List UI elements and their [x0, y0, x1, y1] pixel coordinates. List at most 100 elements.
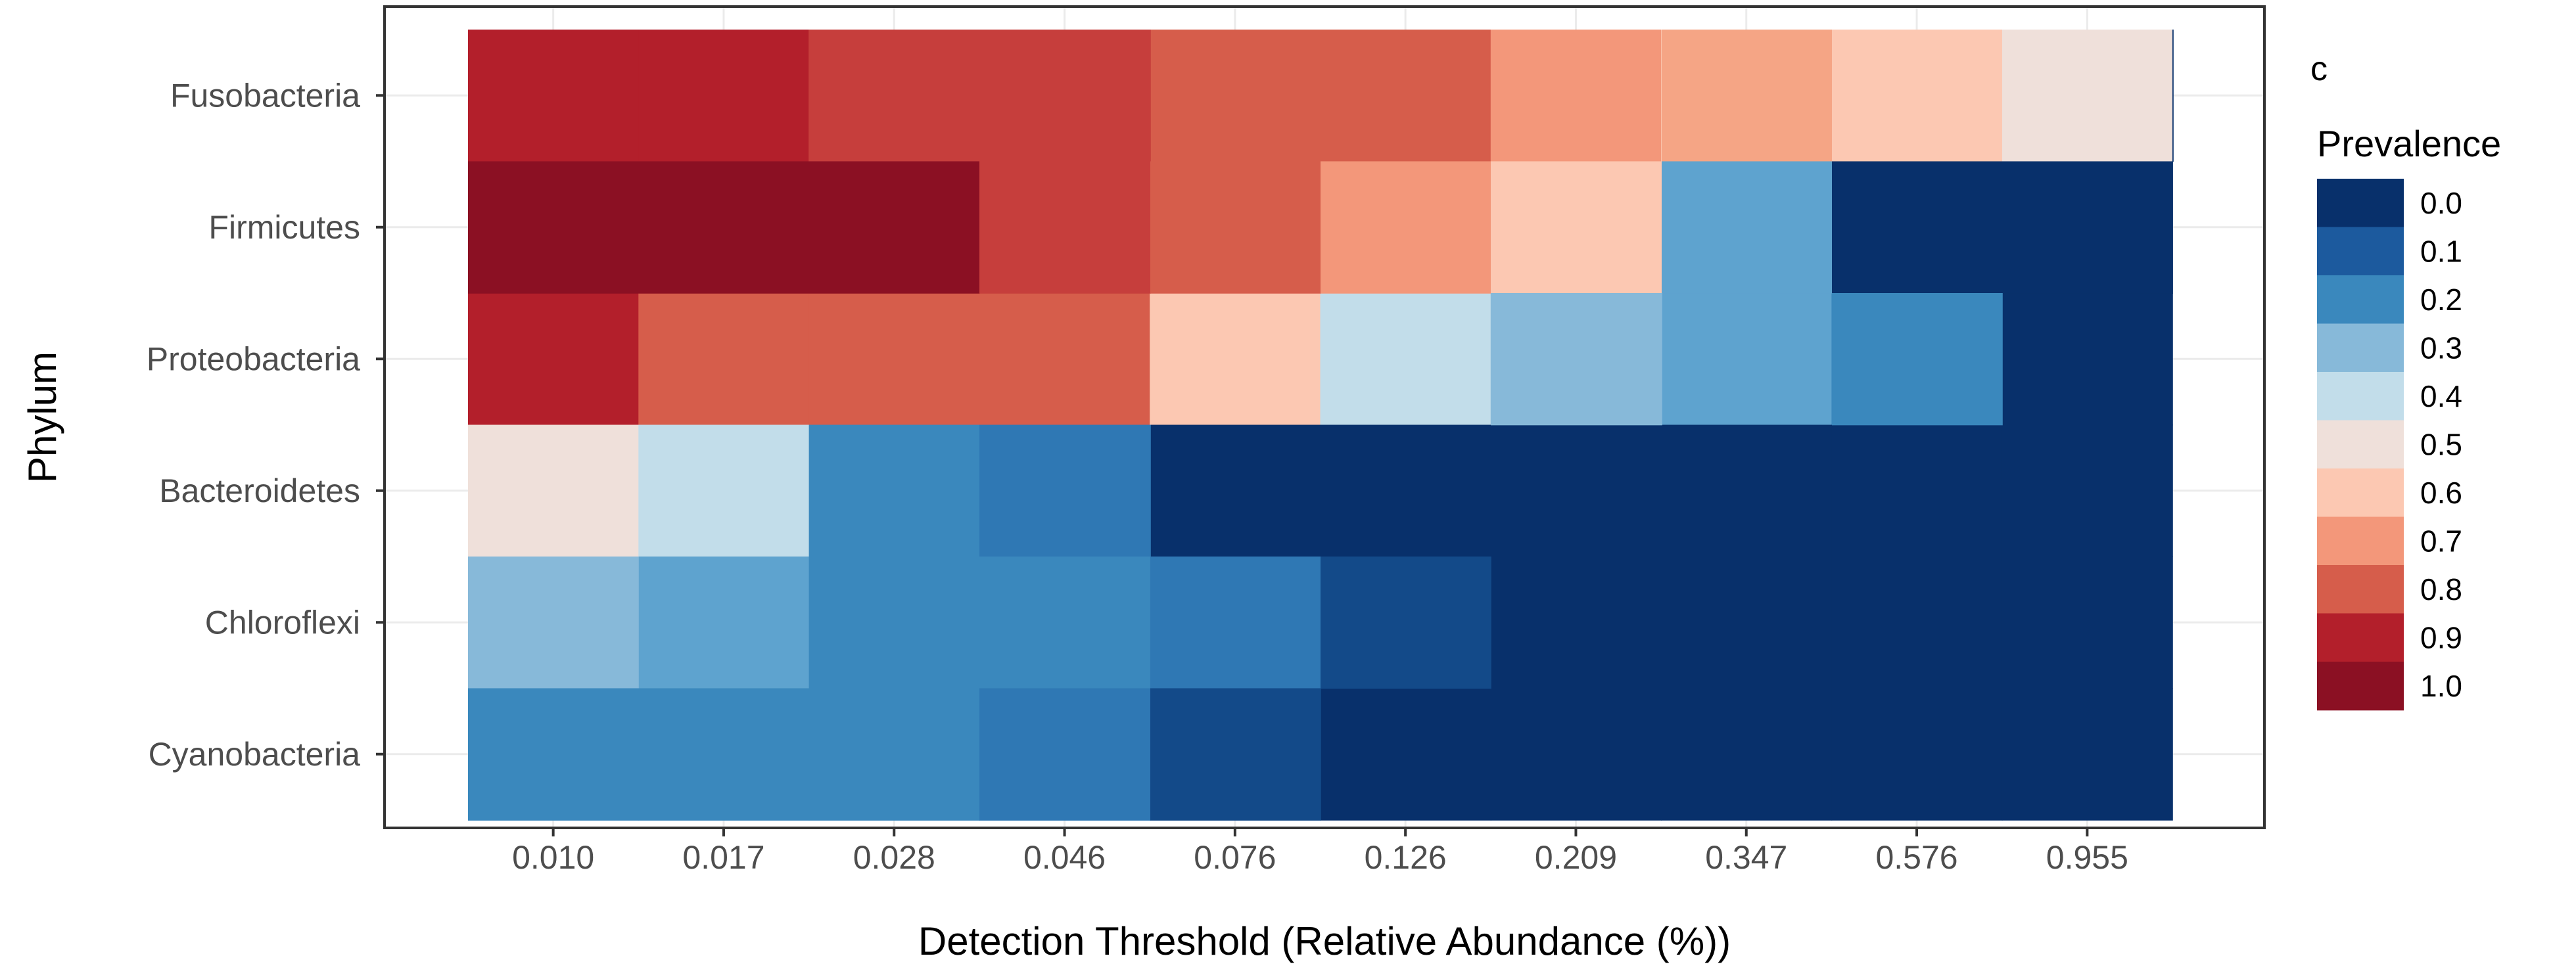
y-tick-label: Cyanobacteria [149, 736, 361, 773]
x-tick-label: 0.347 [1705, 839, 1787, 876]
heatmap-cell [1150, 293, 1321, 426]
y-tick-label: Chloroflexi [205, 604, 360, 641]
heatmap-cell [638, 557, 810, 689]
heatmap-cell [1831, 557, 2003, 689]
heatmap-cell [809, 30, 1151, 162]
y-axis-tick-labels: Fusobacteria Firmicutes Proteobacteria Bact… [147, 77, 385, 773]
x-tick-label: 0.955 [2046, 839, 2128, 876]
legend-label: 0.1 [2420, 234, 2462, 268]
heatmap-cell [1150, 688, 1321, 821]
legend-swatch [2317, 227, 2404, 276]
heatmap-cell [1661, 688, 1833, 821]
heatmap-cell [1150, 424, 1321, 557]
legend-swatch [2317, 275, 2404, 325]
heatmap-cell [1490, 688, 1662, 821]
heatmap-cell [468, 161, 980, 294]
heatmap-cell [638, 424, 810, 557]
legend-swatch [2317, 565, 2404, 614]
y-tick-label: Proteobacteria [147, 340, 360, 377]
legend-swatch [2317, 323, 2404, 373]
heatmap-cell [1490, 557, 1662, 689]
heatmap-cell [1321, 557, 1491, 689]
heatmap-cell [1150, 161, 1321, 294]
legend-label: 0.3 [2420, 330, 2462, 365]
y-axis-title: Phylum [20, 352, 64, 483]
heatmap-cell [1661, 424, 1833, 557]
heatmap-cell [1320, 30, 1491, 162]
legend-swatch [2317, 420, 2404, 469]
heatmap-cell [2002, 557, 2173, 689]
heatmap-cell [1320, 293, 1491, 426]
heatmap-cell [1491, 293, 1662, 426]
heatmap-cell [1832, 161, 2173, 294]
x-axis-tick-labels: 0.010 0.017 0.028 0.046 0.076 0.126 0.209 0.347… [512, 828, 2128, 876]
heatmap-cell [2002, 30, 2173, 162]
heatmap-cell [468, 424, 640, 557]
legend-label: 0.7 [2420, 524, 2462, 558]
heatmap-cell [2002, 424, 2173, 557]
legend-swatch [2317, 662, 2404, 711]
heatmap-cell [468, 293, 640, 426]
heatmap-cell [1661, 293, 1833, 426]
y-tick-label: Fusobacteria [170, 77, 360, 114]
heatmap-cell [468, 688, 980, 821]
heatmap-cell [979, 688, 1151, 821]
y-tick-label: Firmicutes [208, 209, 360, 246]
heatmap-cell [809, 557, 1151, 689]
heatmap-cell [808, 293, 980, 426]
panel-border [383, 5, 2266, 829]
legend-label: 0.9 [2420, 620, 2462, 654]
legend-label: 0.0 [2420, 186, 2462, 220]
heatmap-cell [1150, 30, 1321, 162]
heatmap-cell [1321, 161, 1491, 294]
panel-label: c [2310, 50, 2328, 88]
legend-swatch [2317, 179, 2404, 228]
heatmap-cell [2172, 30, 2174, 162]
legend-swatch [2317, 372, 2404, 421]
heatmap-cell [809, 424, 980, 557]
heatmap-cell [1661, 557, 1833, 689]
legend-swatch [2317, 516, 2404, 566]
heatmap-cell [638, 293, 810, 426]
heatmap-cell [1662, 161, 1833, 294]
heatmap-cell [1831, 424, 2003, 557]
x-axis-title: Detection Threshold (Relative Abundance … [918, 919, 1731, 963]
heatmap-cell [1832, 293, 2003, 426]
legend-label: 0.2 [2420, 283, 2462, 317]
x-tick-label: 0.017 [682, 839, 764, 876]
heatmap-cell [1490, 30, 1662, 162]
heatmap-cell [1320, 688, 1491, 821]
heatmap-cell [1490, 424, 1662, 557]
heatmap-cells [468, 30, 2174, 821]
legend-swatch [2317, 613, 2404, 662]
legend-label: 0.5 [2420, 427, 2462, 461]
x-tick-label: 0.046 [1023, 839, 1106, 876]
heatmap-cell [1320, 424, 1491, 557]
x-tick-label: 0.076 [1194, 839, 1276, 876]
legend-swatch [2317, 468, 2404, 518]
heatmap-cell [638, 30, 810, 162]
x-tick-label: 0.576 [1875, 839, 1957, 876]
heatmap-cell [1491, 161, 1662, 294]
heatmap-cell [468, 30, 640, 162]
heatmap-cell [1150, 557, 1321, 689]
heatmap-cell [1832, 30, 2003, 162]
heatmap-cell [2002, 293, 2173, 426]
x-tick-label: 0.126 [1365, 839, 1447, 876]
heatmap-cell [1662, 30, 1833, 162]
heatmap-cell [979, 161, 1151, 294]
x-tick-label: 0.209 [1535, 839, 1617, 876]
legend-label: 0.6 [2420, 476, 2462, 510]
heatmap-cell [1831, 688, 2003, 821]
legend-label: 0.8 [2420, 572, 2462, 606]
heatmap-cell [2002, 688, 2173, 821]
heatmap-cell [979, 293, 1150, 426]
legend-title: Prevalence [2317, 123, 2501, 164]
legend-label: 0.4 [2420, 379, 2462, 413]
y-tick-label: Bacteroidetes [159, 472, 360, 509]
heatmap-cell [979, 424, 1151, 557]
legend-color-key: 0.0 0.1 0.2 0.3 0.4 0.5 0.6 0.7 0.8 0.9 1.0 [2317, 179, 2462, 711]
x-tick-label: 0.010 [512, 839, 594, 876]
legend-label: 1.0 [2420, 669, 2462, 703]
